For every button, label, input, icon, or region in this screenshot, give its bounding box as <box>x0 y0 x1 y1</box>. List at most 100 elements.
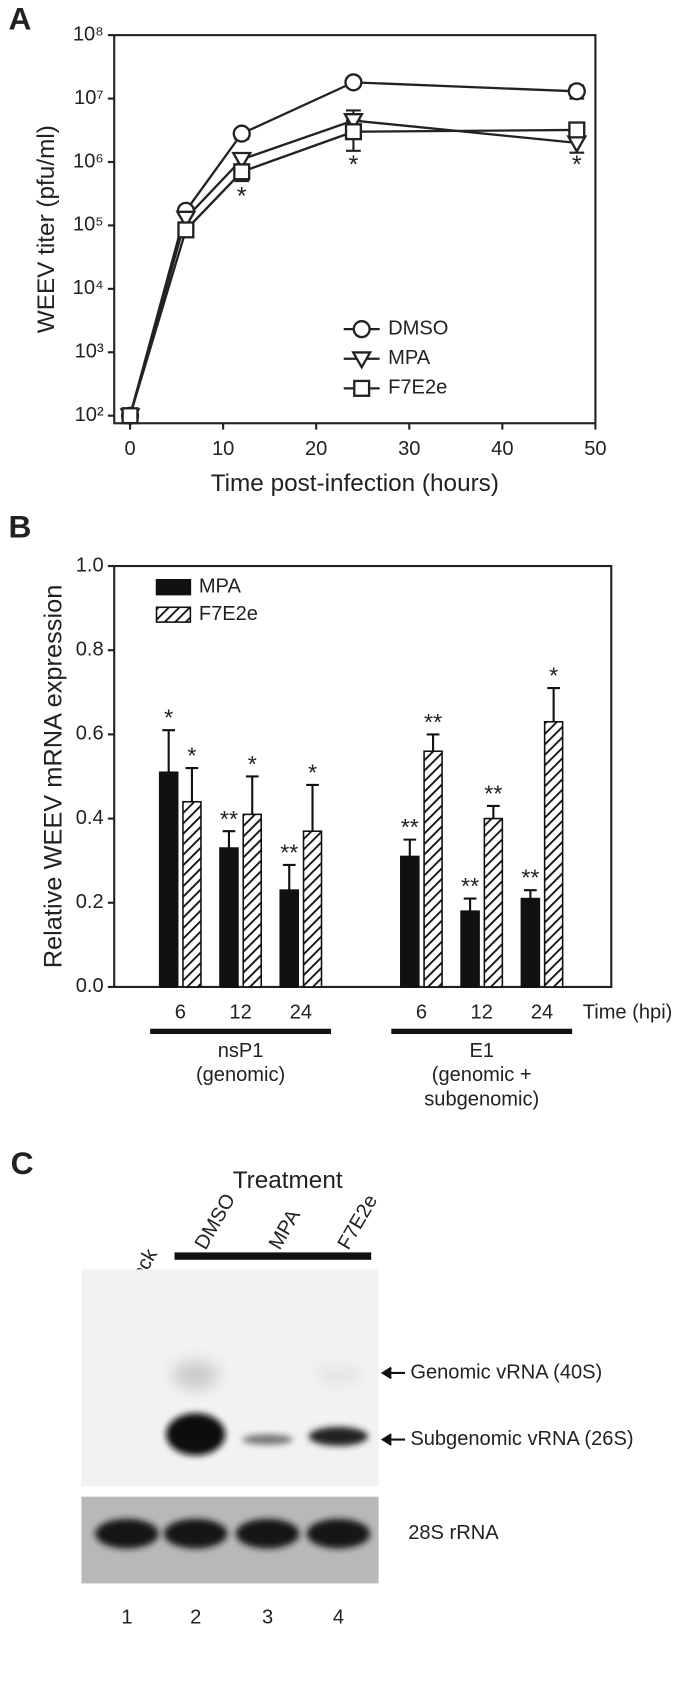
significance: * <box>187 743 196 769</box>
band <box>235 1518 300 1549</box>
x-tick-label: 0 <box>124 438 135 460</box>
marker <box>177 221 195 239</box>
significance: ** <box>461 873 479 899</box>
marker <box>344 73 363 92</box>
x-axis-label: Time post-infection (hours) <box>211 470 499 497</box>
band <box>315 1366 362 1384</box>
significance: * <box>308 759 317 785</box>
x-tick-label: 30 <box>398 438 420 460</box>
y-tick-label: 10² <box>75 404 104 426</box>
error-bar <box>306 783 319 832</box>
marker <box>344 123 362 141</box>
error-bar <box>282 863 296 891</box>
error-bar <box>524 889 537 899</box>
band <box>242 1434 293 1445</box>
legend-marker <box>351 351 373 370</box>
lane-number: 2 <box>190 1607 201 1629</box>
error-bar <box>487 804 500 819</box>
significance: ** <box>484 781 502 807</box>
panel-a: A 0 10 20 30 40 50 10² 10³ 10⁴ 10⁵ 10⁶ 10⁷ 10⁸ Time po… <box>8 1 606 497</box>
x-tick-label: 50 <box>584 438 606 460</box>
panel-letter: C <box>11 1145 34 1181</box>
legend-label: F7E2e <box>388 377 447 399</box>
annotation: * <box>572 151 582 179</box>
bar <box>158 771 179 988</box>
y-tick-label: 10³ <box>75 341 104 363</box>
significance: * <box>549 663 558 689</box>
bar <box>182 800 202 988</box>
legend-label: MPA <box>388 347 431 369</box>
error-bar <box>185 767 199 802</box>
significance: ** <box>220 806 238 832</box>
annotation: * <box>237 183 247 211</box>
band <box>308 1426 369 1446</box>
significance: ** <box>521 865 539 891</box>
x-tick-label: 24 <box>531 1002 553 1024</box>
marker <box>175 210 197 229</box>
marker <box>566 135 588 154</box>
y-tick-label: 0.8 <box>76 639 104 661</box>
lane-label: MPA <box>265 1205 305 1253</box>
error-bar <box>245 775 259 815</box>
legend-label: DMSO <box>388 317 448 339</box>
plot-frame <box>113 564 613 989</box>
x-axis-label: Time (hpi) <box>583 1002 673 1024</box>
marker <box>232 124 251 143</box>
x-tick-label: 24 <box>290 1002 312 1024</box>
lane-number: 3 <box>262 1607 273 1629</box>
treatment-bar <box>174 1252 372 1260</box>
legend-marker <box>352 320 371 339</box>
marker <box>231 151 253 171</box>
band <box>166 1413 226 1456</box>
band-label: Subgenomic vRNA (26S) <box>410 1428 633 1450</box>
group-bar <box>391 1028 573 1035</box>
bar <box>483 817 504 988</box>
group-label: (genomic) <box>196 1064 285 1086</box>
y-tick-label: 10⁸ <box>73 23 104 45</box>
y-tick-label: 0.6 <box>76 723 104 745</box>
significance: * <box>164 705 173 731</box>
bar <box>460 910 480 988</box>
legend-swatch <box>155 578 192 596</box>
error-bar <box>426 733 440 752</box>
legend-swatch <box>155 606 192 623</box>
group-bar <box>150 1028 332 1035</box>
group-label: subgenomic) <box>424 1088 539 1110</box>
legend-label: F7E2e <box>199 603 258 625</box>
x-tick-label: 10 <box>212 438 234 460</box>
error-bar <box>162 729 176 773</box>
group-label: E1 <box>469 1040 494 1062</box>
annotation: * <box>348 151 358 179</box>
band-label: Genomic vRNA (40S) <box>410 1361 602 1383</box>
band <box>306 1518 371 1549</box>
y-tick-label: 10⁷ <box>74 87 104 109</box>
lane-label: F7E2e <box>334 1191 383 1253</box>
group-label: (genomic + <box>432 1064 532 1086</box>
significance: ** <box>280 839 298 865</box>
significance: ** <box>424 709 442 735</box>
bar <box>423 750 443 988</box>
bar <box>543 720 564 988</box>
legend-marker <box>353 379 371 397</box>
y-tick-label: 10⁴ <box>73 277 104 299</box>
x-tick-label: 6 <box>416 1002 427 1024</box>
x-tick-label: 12 <box>471 1002 493 1024</box>
band <box>163 1518 228 1549</box>
y-axis-label: WEEV titer (pfu/ml) <box>33 125 60 333</box>
legend-label: MPA <box>199 575 242 597</box>
error-bar <box>403 838 417 857</box>
y-tick-label: 0.0 <box>76 975 104 997</box>
y-tick-label: 0.4 <box>76 807 104 829</box>
y-tick-label: 10⁶ <box>73 150 104 172</box>
y-tick-label: 1.0 <box>76 554 104 576</box>
bar <box>242 813 263 988</box>
marker <box>567 82 586 101</box>
marker <box>121 407 139 425</box>
panel-letter: B <box>8 508 31 544</box>
arrow <box>380 1366 406 1380</box>
x-tick-label: 40 <box>491 438 513 460</box>
band <box>172 1360 219 1390</box>
bar <box>219 847 239 988</box>
marker <box>233 163 251 181</box>
